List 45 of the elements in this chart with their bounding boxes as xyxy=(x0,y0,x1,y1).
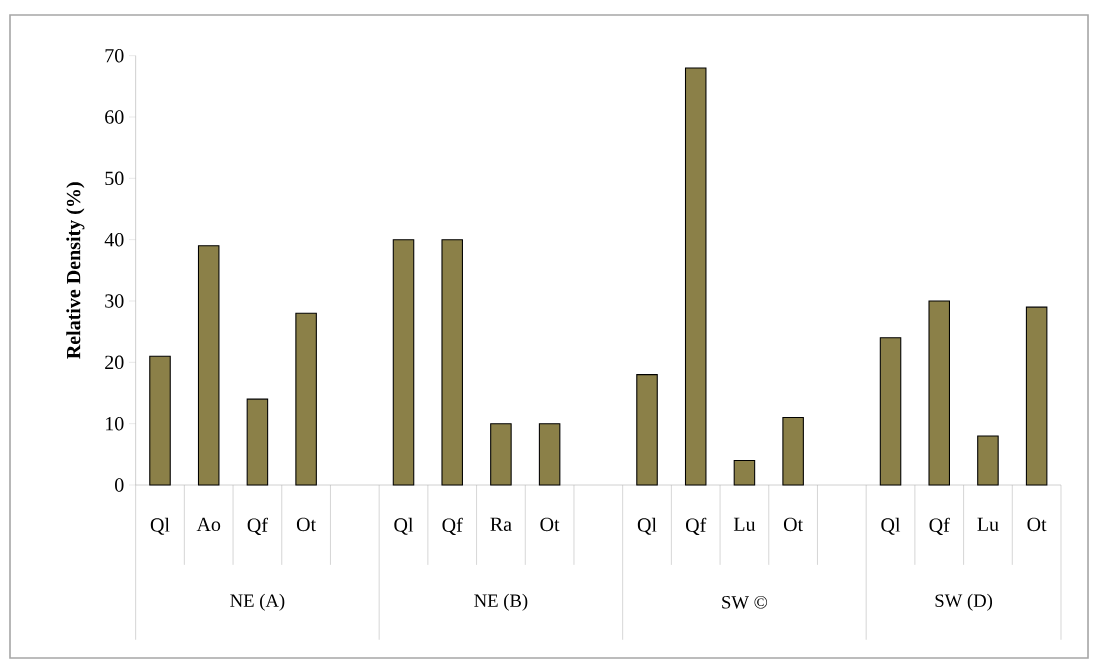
bar xyxy=(1025,306,1048,486)
bar xyxy=(928,300,950,486)
bar xyxy=(295,312,317,486)
text: SW © xyxy=(722,595,768,609)
x-tick-label: Ql xyxy=(881,517,901,535)
bar xyxy=(149,355,171,486)
bar xyxy=(636,374,658,486)
bar xyxy=(197,245,220,486)
x-tick-label: Lu xyxy=(733,517,756,531)
bar xyxy=(490,423,512,486)
y-tick-label: 30 xyxy=(105,294,124,308)
y-tick-label: 60 xyxy=(105,110,124,124)
text: NE (A) xyxy=(230,593,285,611)
x-tick-label: Ql xyxy=(637,517,657,535)
bar xyxy=(733,459,756,486)
y-axis-title: Relative Density (%) xyxy=(66,182,85,359)
bar xyxy=(246,398,269,486)
x-tick-label: Ao xyxy=(196,517,221,532)
x-tick-label: Ot xyxy=(1027,517,1047,532)
x-tick-label: Qf xyxy=(929,517,950,536)
bar xyxy=(538,423,561,486)
y-tick-label: 70 xyxy=(105,48,124,63)
y-tick-label: 20 xyxy=(105,355,124,370)
y-tick-label: 50 xyxy=(105,171,124,186)
x-tick-label: Qf xyxy=(247,517,268,536)
bar xyxy=(977,435,999,486)
bar xyxy=(392,239,415,486)
y-tick-label: 0 xyxy=(115,478,124,492)
x-tick-label: Qf xyxy=(685,517,707,536)
y-tick-label: 10 xyxy=(106,416,124,431)
bar xyxy=(879,337,902,486)
x-tick-label: Lu xyxy=(977,517,999,531)
bar xyxy=(684,67,707,486)
bar xyxy=(441,239,463,486)
text: NE (B) xyxy=(474,593,528,611)
x-tick-label: Ra xyxy=(490,517,512,531)
x-tick-label: Ql xyxy=(394,517,414,535)
bar xyxy=(782,416,804,486)
x-tick-label: Ot xyxy=(783,517,804,532)
x-tick-label: Ql xyxy=(150,517,170,535)
text: SW (D) xyxy=(935,593,993,611)
x-tick-label: Ot xyxy=(540,517,560,532)
y-tick-label: 40 xyxy=(104,232,124,247)
x-tick-label: Ot xyxy=(296,517,316,532)
x-tick-label: Qf xyxy=(442,517,463,536)
